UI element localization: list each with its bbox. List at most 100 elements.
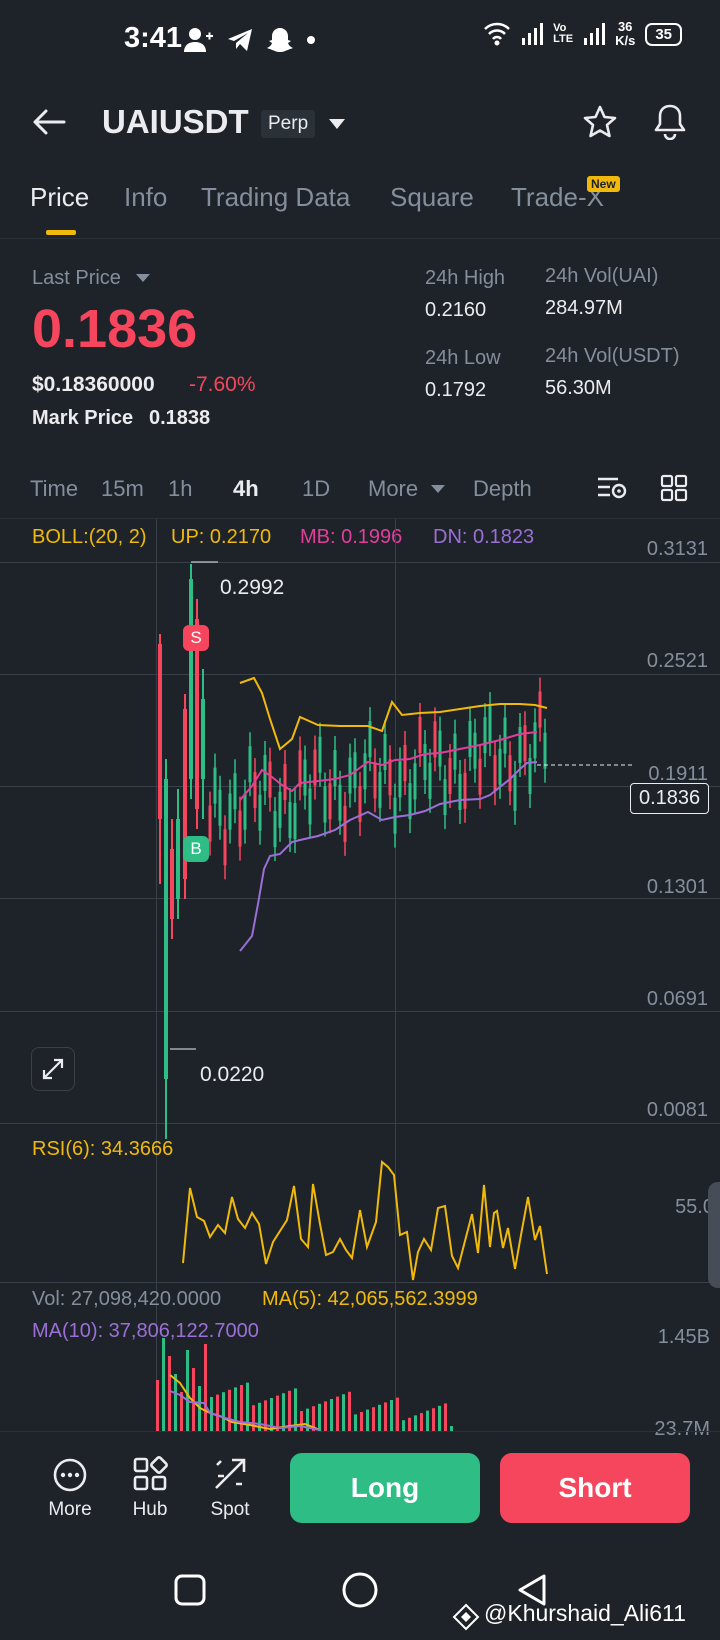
tab-trading-data[interactable]: Trading Data bbox=[201, 182, 351, 212]
home-icon[interactable] bbox=[340, 1570, 380, 1610]
candle-body bbox=[373, 762, 377, 799]
symbol-dropdown-caret-icon[interactable] bbox=[328, 118, 346, 130]
candle-body bbox=[503, 717, 507, 754]
volume-bar bbox=[342, 1394, 345, 1432]
candle-body bbox=[513, 774, 517, 811]
tf-1h[interactable]: 1h bbox=[168, 476, 193, 501]
price-axis-label: 0.0691 bbox=[646, 988, 708, 1010]
boll-up: UP: 0.2170 bbox=[171, 526, 272, 548]
star-favorite-icon[interactable] bbox=[582, 104, 618, 140]
volume-bar bbox=[432, 1408, 435, 1432]
candle-body bbox=[498, 748, 502, 785]
candle-body bbox=[158, 644, 162, 819]
candle-body bbox=[383, 733, 387, 770]
tf-4h[interactable]: 4h bbox=[233, 476, 259, 501]
tf-1d[interactable]: 1D bbox=[302, 476, 331, 501]
tf-15m[interactable]: 15m bbox=[101, 476, 144, 501]
candle-body bbox=[433, 721, 437, 758]
candle-body bbox=[533, 722, 537, 759]
wifi-icon bbox=[484, 22, 510, 46]
signal-icon bbox=[522, 23, 544, 45]
volte-lte-indicator: Vo LTE bbox=[553, 22, 574, 45]
boll-upper-line bbox=[239, 676, 548, 751]
tab-info[interactable]: Info bbox=[124, 182, 168, 212]
volume-ma10-label: MA(10): 37,806,122.7000 bbox=[32, 1320, 259, 1342]
candle-body bbox=[448, 758, 452, 795]
candle-body bbox=[388, 759, 392, 796]
bell-alert-icon[interactable] bbox=[652, 102, 688, 140]
spot-icon[interactable] bbox=[212, 1456, 248, 1492]
perp-badge: Perp bbox=[261, 110, 316, 138]
candle-body bbox=[213, 767, 217, 804]
candle-body bbox=[528, 758, 532, 795]
volume-bar bbox=[300, 1411, 303, 1432]
tf-more[interactable]: More bbox=[368, 476, 419, 501]
notification-icons bbox=[182, 24, 316, 56]
last-price-caret-icon[interactable] bbox=[135, 273, 151, 283]
candle-body bbox=[278, 791, 282, 828]
price-axis-label: 0.1301 bbox=[646, 876, 708, 898]
candle-body bbox=[398, 761, 402, 798]
candle-body bbox=[333, 750, 337, 787]
recent-apps-icon[interactable] bbox=[172, 1572, 208, 1608]
gridline bbox=[0, 1282, 720, 1283]
more-icon[interactable] bbox=[52, 1457, 88, 1493]
candlestick-chart[interactable] bbox=[0, 519, 720, 1431]
volume-bar bbox=[330, 1399, 333, 1432]
boll-mb: MB: 0.1996 bbox=[300, 526, 403, 548]
volume-label: Vol: 27,098,420.0000 bbox=[32, 1288, 222, 1310]
back-arrow-icon[interactable] bbox=[32, 108, 66, 136]
buy-marker[interactable]: B bbox=[183, 836, 209, 862]
volume-bar bbox=[450, 1426, 453, 1432]
boll-lower-line bbox=[239, 761, 538, 952]
short-button[interactable]: Short bbox=[500, 1453, 690, 1523]
spot-nav-label[interactable]: Spot bbox=[210, 1499, 250, 1520]
volume-bar bbox=[252, 1405, 255, 1432]
24h-low-value: 0.1792 bbox=[425, 379, 487, 401]
gridline bbox=[0, 562, 720, 563]
more-caret-icon[interactable] bbox=[430, 484, 446, 494]
indicator-settings-icon[interactable] bbox=[596, 474, 628, 502]
side-scroll-handle[interactable] bbox=[708, 1182, 720, 1288]
candle-body bbox=[228, 793, 232, 830]
candle-body bbox=[238, 810, 242, 847]
grid-layout-icon[interactable] bbox=[660, 474, 688, 502]
volume-axis-top: 1.45B bbox=[657, 1326, 710, 1348]
volume-bar bbox=[216, 1394, 219, 1432]
symbol-title[interactable]: UAIUSDT bbox=[102, 103, 249, 140]
volume-bar bbox=[264, 1400, 267, 1432]
tf-depth[interactable]: Depth bbox=[473, 476, 532, 501]
tab-price[interactable]: Price bbox=[30, 182, 90, 212]
hub-icon[interactable] bbox=[132, 1456, 168, 1492]
rsi-chart bbox=[182, 1160, 548, 1281]
volume-bar bbox=[156, 1380, 159, 1432]
candle-body bbox=[313, 749, 317, 786]
price-change: -7.60% bbox=[189, 373, 256, 396]
more-nav-label[interactable]: More bbox=[48, 1499, 92, 1520]
candle-body bbox=[543, 732, 547, 769]
candle-body bbox=[473, 732, 477, 769]
boll-dn: DN: 0.1823 bbox=[433, 526, 535, 548]
hub-nav-label[interactable]: Hub bbox=[132, 1499, 168, 1520]
tf-time[interactable]: Time bbox=[30, 476, 79, 501]
candle-body bbox=[189, 579, 193, 779]
candle-body bbox=[195, 619, 199, 809]
candle-body bbox=[268, 761, 272, 798]
chart-low-annotation: 0.0220 bbox=[200, 1063, 265, 1086]
expand-icon bbox=[42, 1058, 64, 1080]
battery-indicator: 35 bbox=[645, 22, 682, 46]
boll-label: BOLL:(20, 2) bbox=[32, 526, 147, 548]
back-nav-icon[interactable] bbox=[514, 1572, 550, 1608]
volume-bar bbox=[312, 1406, 315, 1432]
last-price-label[interactable]: Last Price bbox=[32, 267, 121, 289]
volume-bar bbox=[162, 1338, 165, 1432]
volume-bar bbox=[174, 1374, 177, 1432]
tab-square[interactable]: Square bbox=[390, 182, 474, 212]
volume-bar bbox=[234, 1387, 237, 1432]
long-button[interactable]: Long bbox=[290, 1453, 480, 1523]
volume-bar bbox=[438, 1405, 441, 1432]
candle-body bbox=[463, 772, 467, 809]
current-price-tag: 0.1836 bbox=[630, 783, 710, 814]
sell-marker[interactable]: S bbox=[183, 625, 209, 651]
expand-chart-button[interactable] bbox=[31, 1047, 75, 1091]
